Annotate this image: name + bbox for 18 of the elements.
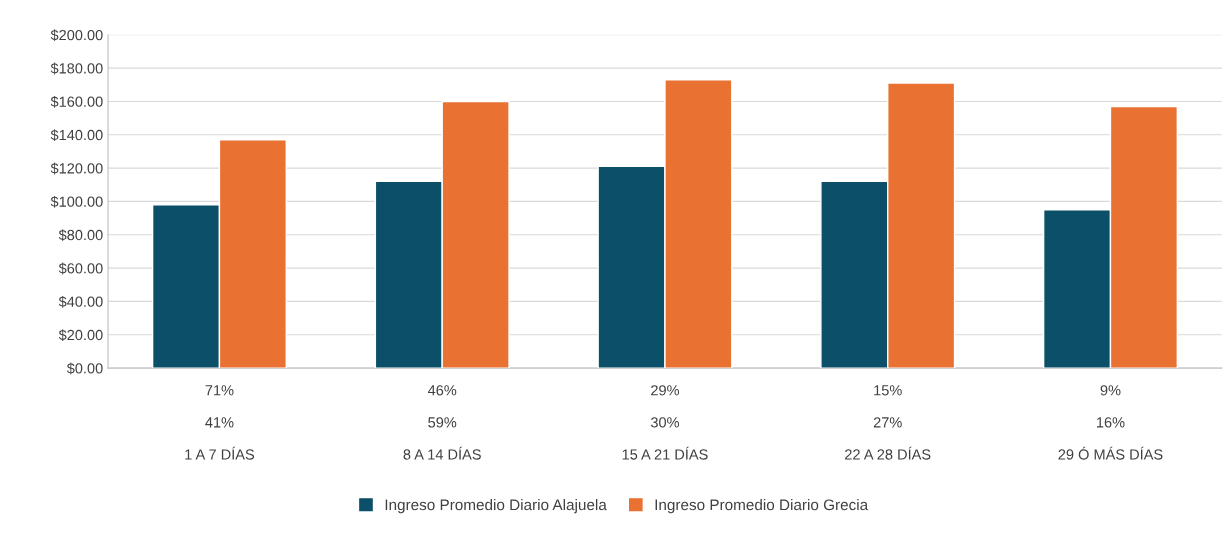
category-label: 71% 41% 1 A 7 DÍAS xyxy=(185,385,255,460)
category-label: 29% 30% 15 A 21 DÍAS xyxy=(622,385,708,460)
y-tick-label: $120.00 xyxy=(50,162,103,175)
y-tick-label: $40.00 xyxy=(58,295,103,308)
y-tick-label: $140.00 xyxy=(50,129,103,142)
legend-label: Ingreso Promedio Diario Alajuela xyxy=(385,498,607,514)
y-tick-label: $160.00 xyxy=(50,95,103,108)
y-tick-label: $60.00 xyxy=(58,262,103,275)
category-label: 9% 16% 29 Ó MÁS DÍAS xyxy=(1058,385,1163,460)
y-tick-label: $180.00 xyxy=(50,62,103,75)
y-tick-label: $100.00 xyxy=(50,195,103,208)
y-tick-label: $0.00 xyxy=(66,362,103,375)
y-tick-label: $200.00 xyxy=(50,29,103,42)
y-tick-label: $80.00 xyxy=(58,229,103,242)
y-tick-label: $20.00 xyxy=(58,329,103,342)
category-label: 15% 27% 22 A 28 DÍAS xyxy=(845,385,931,460)
category-label: 46% 59% 8 A 14 DÍAS xyxy=(403,385,481,460)
legend-label: Ingreso Promedio Diario Grecia xyxy=(655,498,869,514)
